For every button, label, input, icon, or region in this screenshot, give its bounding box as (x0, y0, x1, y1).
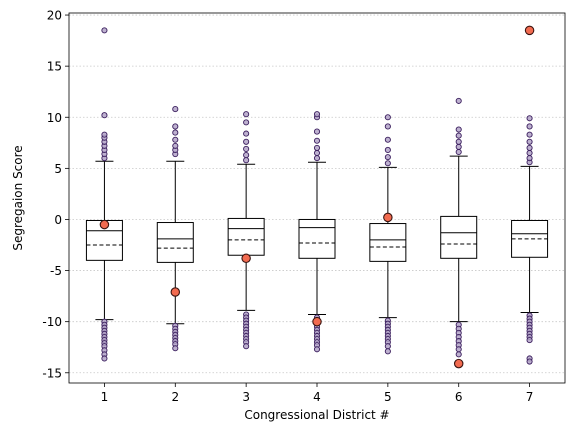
iqr-box (511, 219, 549, 258)
highlight-point (241, 253, 251, 264)
iqr-box (227, 217, 265, 256)
outlier-point (243, 138, 250, 145)
outlier-point (455, 148, 462, 156)
y-tick-label: 0 (54, 213, 62, 227)
outlier-point (455, 138, 462, 145)
highlight-point (383, 212, 393, 223)
box-district-4 (298, 111, 336, 353)
outlier-point (455, 351, 462, 358)
outlier-point (313, 149, 321, 157)
iqr-box (156, 222, 194, 263)
outlier-point (384, 123, 391, 130)
outlier-point (455, 126, 462, 133)
y-tick-label: 10 (47, 111, 62, 125)
outlier-point (313, 144, 321, 151)
outlier-point (384, 343, 391, 350)
outlier-point (313, 128, 321, 135)
y-axis-label: Segregaion Score (11, 145, 25, 250)
box-series (85, 25, 549, 369)
outlier-point (526, 115, 533, 122)
outlier-point (313, 137, 321, 144)
y-tick-label: -10 (42, 315, 62, 329)
iqr-box (298, 218, 336, 259)
x-tick-label: 1 (101, 390, 109, 404)
highlight-point (312, 316, 322, 327)
y-tick-label: 20 (47, 9, 62, 23)
y-tick-label: 15 (47, 60, 62, 74)
outlier-point (384, 348, 391, 355)
outlier-point (526, 337, 533, 344)
outlier-point (313, 111, 321, 118)
outlier-point (384, 160, 391, 167)
outlier-point (455, 97, 462, 104)
outlier-point (172, 129, 179, 136)
outlier-point (172, 345, 179, 352)
highlight-point (170, 287, 181, 297)
outlier-point (526, 149, 533, 157)
outlier-point (526, 131, 533, 138)
iqr-box (440, 215, 478, 259)
highlight-point (524, 25, 535, 36)
outlier-point (172, 142, 179, 149)
x-tick-label: 4 (313, 390, 321, 404)
outlier-point (172, 106, 179, 113)
outlier-point (526, 138, 533, 145)
outlier-point (243, 119, 250, 126)
outlier-point (243, 145, 250, 152)
outlier-point (526, 144, 533, 151)
outlier-point (455, 346, 462, 353)
box-district-3 (227, 111, 265, 350)
outlier-point (455, 143, 462, 150)
iqr-box (369, 223, 407, 262)
outlier-point (313, 346, 321, 353)
axis-ticks: -15 -10 -5 0 5 10 15 20 1 2 3 4 5 6 7 (42, 9, 533, 404)
outlier-point (384, 146, 391, 154)
x-tick-label: 2 (171, 390, 179, 404)
outlier-point (101, 112, 108, 119)
box-district-1 (85, 27, 123, 362)
outlier-point (455, 132, 462, 139)
outlier-point (526, 123, 533, 130)
outlier-point (172, 123, 179, 130)
outlier-point (172, 136, 179, 143)
outlier-point (101, 355, 108, 362)
grid-lines (69, 14, 565, 374)
y-tick-label: -15 (42, 366, 62, 380)
outlier-point (313, 155, 321, 162)
outlier-point (243, 157, 250, 164)
x-tick-label: 3 (242, 390, 250, 404)
outlier-point (243, 343, 250, 350)
outlier-point (526, 155, 533, 162)
y-tick-label: 5 (54, 162, 62, 176)
x-tick-label: 6 (455, 390, 463, 404)
x-tick-label: 5 (384, 390, 392, 404)
outlier-point (243, 130, 250, 137)
outlier-point (101, 131, 108, 138)
highlight-point (453, 358, 464, 369)
x-axis-label: Congressional District # (244, 408, 389, 422)
outlier-point (243, 152, 250, 159)
box-district-5 (369, 114, 407, 355)
outlier-point (101, 27, 108, 34)
outlier-point (243, 111, 250, 118)
outlier-point (384, 154, 391, 161)
highlight-point (99, 219, 110, 230)
outlier-point (526, 358, 533, 365)
box-district-2 (156, 106, 194, 352)
y-tick-label: -5 (50, 264, 62, 278)
box-district-7 (511, 25, 549, 365)
x-tick-label: 7 (526, 390, 534, 404)
outlier-point (384, 114, 391, 121)
outlier-point (384, 136, 391, 143)
box-district-6 (440, 97, 478, 369)
